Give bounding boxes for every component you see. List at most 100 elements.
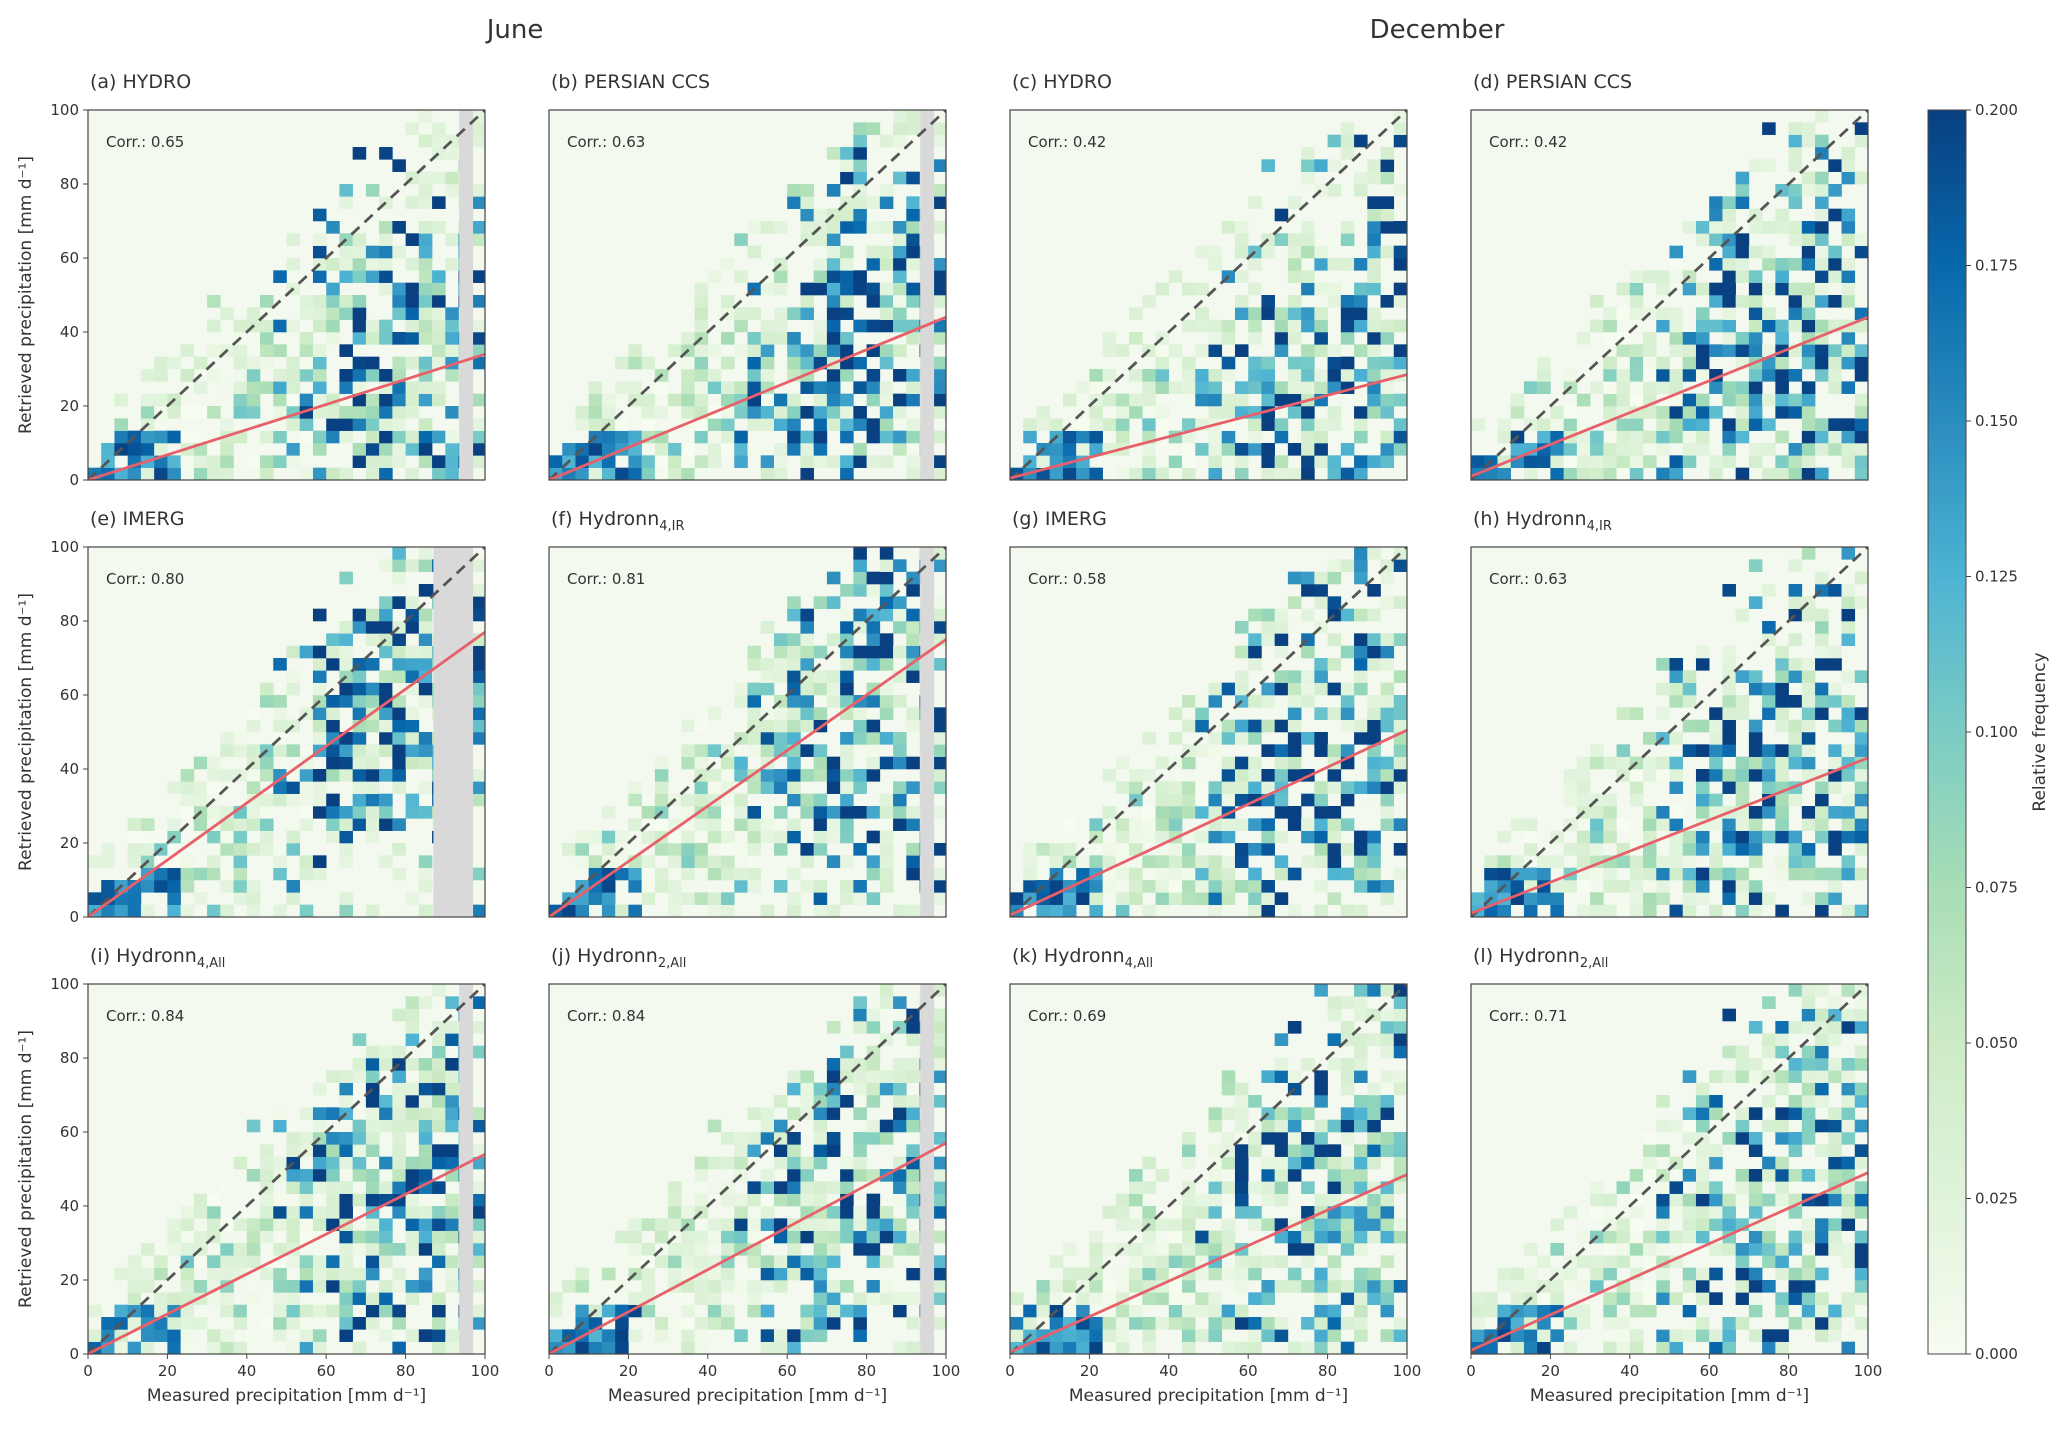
- heatmap-cell: [1735, 393, 1750, 407]
- heatmap-cell: [1327, 707, 1342, 720]
- heatmap-cell: [1195, 381, 1209, 394]
- heatmap-cell: [273, 1206, 287, 1219]
- heatmap-cell: [1274, 381, 1289, 394]
- heatmap-cell: [1682, 1230, 1697, 1244]
- heatmap-cell: [1629, 307, 1644, 320]
- colorbar-tick-label: 0.200: [1975, 101, 2018, 119]
- heatmap-cell: [654, 867, 669, 881]
- heatmap-cell: [1182, 1317, 1196, 1330]
- heatmap-cell: [840, 1206, 854, 1219]
- heatmap-cell: [260, 843, 274, 856]
- heatmap-cell: [339, 369, 353, 382]
- heatmap-cell: [352, 806, 367, 819]
- heatmap-cell: [445, 1021, 459, 1034]
- heatmap-cell: [1248, 1317, 1262, 1330]
- heatmap-cell: [1841, 1206, 1856, 1219]
- heatmap-cell: [826, 633, 841, 646]
- heatmap-cell: [721, 1218, 735, 1231]
- heatmap-cell: [1854, 1181, 1869, 1194]
- heatmap-cell: [1102, 1292, 1117, 1305]
- heatmap-cell: [1550, 1329, 1564, 1342]
- heatmap-cell: [826, 1280, 841, 1293]
- heatmap-cell: [1828, 1107, 1842, 1120]
- heatmap-cell: [1709, 295, 1723, 308]
- heatmap-cell: [405, 443, 420, 456]
- heatmap-cell: [1828, 356, 1842, 370]
- heatmap-cell: [1314, 818, 1328, 831]
- heatmap-cell: [1182, 356, 1196, 370]
- heatmap-cell: [1208, 793, 1223, 807]
- heatmap-cell: [1748, 892, 1763, 905]
- heatmap-cell: [1775, 682, 1789, 696]
- heatmap-cell: [1340, 1107, 1355, 1120]
- heatmap-cell: [1274, 1169, 1289, 1182]
- heatmap-cell: [1049, 443, 1064, 456]
- heatmap-cell: [1748, 1193, 1763, 1207]
- heatmap-cell: [1248, 818, 1262, 831]
- heatmap-cell: [1841, 670, 1856, 683]
- heatmap-cell: [445, 1341, 459, 1355]
- heatmap-cell: [1327, 769, 1342, 782]
- heatmap-cell: [114, 1267, 128, 1281]
- heatmap-cell: [1327, 818, 1342, 831]
- heatmap-cell: [1656, 369, 1670, 382]
- heatmap-cell: [1380, 1008, 1395, 1022]
- heatmap-cell: [1287, 695, 1302, 708]
- heatmap-cell: [220, 744, 234, 757]
- heatmap-cell: [681, 381, 695, 394]
- heatmap-cell: [826, 1181, 841, 1194]
- heatmap-cell: [1775, 1119, 1789, 1133]
- heatmap-cell: [800, 1095, 814, 1108]
- heatmap-cell: [1762, 159, 1776, 172]
- heatmap-cell: [471, 1107, 486, 1120]
- heatmap-cell: [1168, 818, 1183, 831]
- heatmap-cell: [1775, 744, 1789, 757]
- heatmap-cell: [1221, 1070, 1236, 1083]
- heatmap-cell: [1841, 781, 1856, 794]
- heatmap-cell: [193, 756, 208, 770]
- heatmap-cell: [405, 1181, 420, 1194]
- heatmap-cell: [879, 258, 894, 271]
- heatmap-cell: [1603, 880, 1617, 893]
- no-data-band: [920, 984, 935, 1354]
- heatmap-cell: [1287, 670, 1302, 683]
- heatmap-cell: [1195, 1243, 1209, 1256]
- heatmap-cell: [694, 307, 709, 320]
- heatmap-cell: [840, 369, 854, 382]
- heatmap-cell: [154, 855, 168, 868]
- heatmap-cell: [813, 430, 828, 444]
- heatmap-cell: [668, 855, 682, 868]
- heatmap-cell: [1367, 732, 1381, 745]
- heatmap-cell: [207, 467, 221, 481]
- heatmap-cell: [432, 319, 446, 333]
- heatmap-cell: [893, 430, 907, 444]
- heatmap-cell: [707, 818, 722, 831]
- heatmap-cell: [379, 1181, 393, 1194]
- heatmap-cell: [641, 418, 656, 431]
- heatmap-cell: [286, 418, 301, 431]
- heatmap-cell: [773, 1144, 788, 1157]
- heatmap-cell: [1709, 843, 1723, 856]
- heatmap-cell: [1537, 1329, 1551, 1342]
- heatmap-cell: [866, 418, 881, 431]
- heatmap-cell: [432, 122, 446, 135]
- heatmap-cell: [747, 1230, 762, 1244]
- heatmap-cell: [1314, 830, 1328, 844]
- heatmap-cell: [445, 1193, 459, 1207]
- heatmap-cell: [1748, 756, 1763, 770]
- heatmap-cell: [1775, 208, 1789, 222]
- heatmap-cell: [299, 1255, 314, 1268]
- heatmap-cell: [906, 584, 920, 597]
- heatmap-cell: [220, 1230, 234, 1244]
- heatmap-cell: [1748, 307, 1763, 320]
- heatmap-cell: [299, 430, 314, 444]
- heatmap-cell: [1393, 393, 1408, 407]
- heatmap-cell: [418, 1156, 433, 1170]
- heatmap-cell: [1603, 381, 1617, 394]
- heatmap-cell: [1221, 1181, 1236, 1194]
- heatmap-cell: [1301, 1230, 1315, 1244]
- heatmap-cell: [471, 867, 486, 881]
- heatmap-cell: [787, 1243, 801, 1256]
- heatmap-cell: [1301, 233, 1315, 246]
- heatmap-cell: [392, 818, 406, 831]
